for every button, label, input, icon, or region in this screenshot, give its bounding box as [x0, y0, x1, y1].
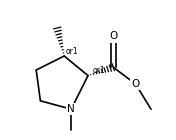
Text: or1: or1: [92, 66, 105, 74]
Text: or1: or1: [66, 47, 78, 56]
Text: N: N: [67, 104, 75, 114]
Text: O: O: [109, 31, 117, 41]
Text: O: O: [131, 79, 140, 89]
